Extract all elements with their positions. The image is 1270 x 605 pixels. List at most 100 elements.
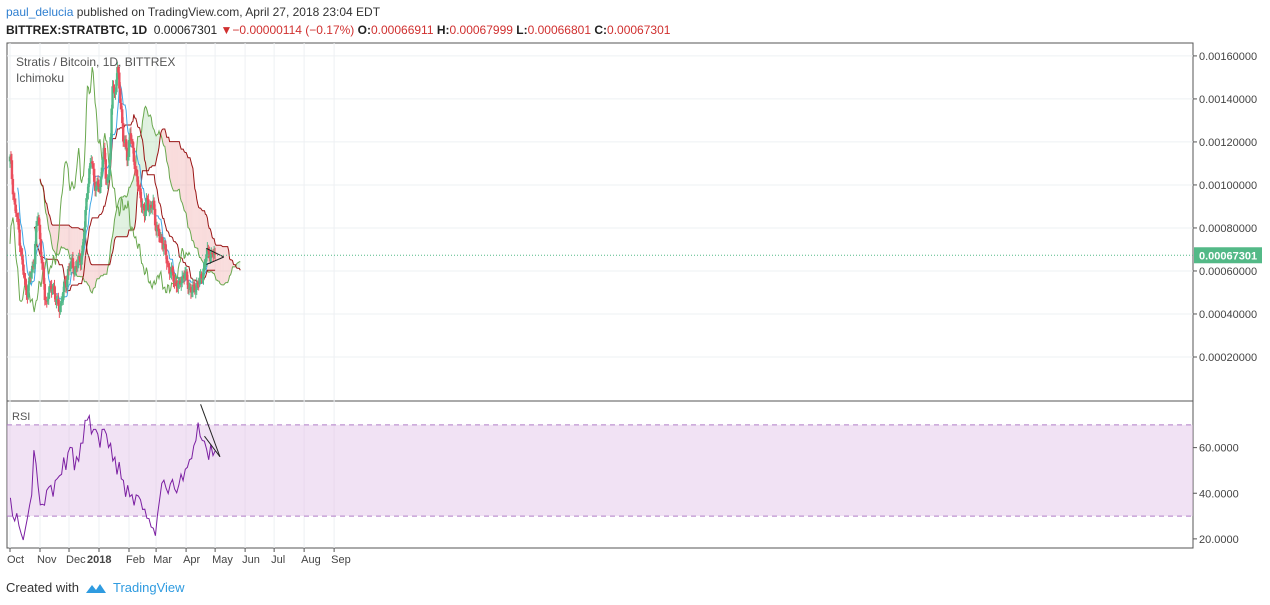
candle-up bbox=[48, 285, 51, 293]
candle-down bbox=[103, 147, 107, 160]
cloud-segment-bear bbox=[184, 151, 186, 212]
candle-down bbox=[54, 293, 57, 302]
candle-up bbox=[148, 209, 151, 211]
candle-up bbox=[144, 211, 147, 217]
candle-down bbox=[45, 301, 48, 303]
candle-up bbox=[69, 261, 73, 269]
cloud-segment-bear bbox=[186, 152, 188, 221]
candle-down bbox=[193, 285, 196, 293]
candle-down bbox=[104, 159, 107, 179]
price-chart[interactable]: 0.00160000 0.00140000 0.00120000 0.00100000… bbox=[0, 0, 1270, 575]
x-tick-label: 2018 bbox=[87, 554, 111, 566]
candle-down bbox=[121, 109, 124, 124]
candle-down bbox=[16, 216, 19, 219]
publish-line: paul_delucia published on TradingView.co… bbox=[6, 4, 1270, 20]
cloud-segment-bull bbox=[133, 172, 135, 230]
cloud-segment-bear bbox=[65, 225, 67, 250]
cloud-segment-bear bbox=[185, 152, 187, 214]
candle-up bbox=[194, 289, 197, 293]
cloud-segment-bear bbox=[172, 141, 174, 191]
candle-down bbox=[142, 206, 145, 208]
candle-down bbox=[119, 88, 122, 104]
cloud-segment-bear bbox=[221, 245, 223, 285]
cloud-segment-bear bbox=[169, 141, 171, 182]
trendline-lower bbox=[206, 256, 225, 265]
cloud-segment-bear bbox=[201, 209, 203, 262]
cloud-segment-bear bbox=[189, 157, 191, 235]
symbol-label: BITTREX:STRATBTC, 1D bbox=[6, 23, 148, 37]
cloud-segment-bear bbox=[167, 137, 169, 169]
candle-down bbox=[135, 169, 138, 177]
candle-down bbox=[121, 123, 125, 142]
candle-down bbox=[189, 287, 193, 293]
cloud-segment-bear bbox=[62, 225, 64, 249]
candle-down bbox=[172, 272, 175, 282]
candle-up bbox=[201, 278, 204, 280]
cloud-segment-bull bbox=[126, 196, 128, 237]
chart-header: paul_delucia published on TradingView.co… bbox=[6, 4, 1270, 40]
candle-up bbox=[126, 156, 130, 161]
x-tick-label: Apr bbox=[183, 554, 200, 566]
cloud-segment-bear bbox=[170, 141, 172, 186]
cloud-segment-bull bbox=[144, 106, 146, 171]
candle-up bbox=[98, 187, 102, 189]
candle-up bbox=[206, 248, 209, 255]
cloud-segment-bear bbox=[88, 255, 90, 287]
cloud-segment-bear bbox=[198, 207, 200, 258]
cloud-segment-bull bbox=[125, 195, 127, 237]
candle-down bbox=[29, 277, 32, 279]
high-value: 0.00067999 bbox=[449, 23, 513, 37]
candle-down bbox=[125, 147, 129, 161]
open-label: O: bbox=[357, 23, 371, 37]
candle-down bbox=[185, 271, 189, 281]
candle-up bbox=[151, 207, 154, 209]
cloud-segment-bear bbox=[226, 246, 228, 283]
x-tick-label: May bbox=[212, 554, 233, 566]
cloud-segment-bull bbox=[128, 187, 130, 235]
candle-down bbox=[136, 176, 139, 187]
candle-down bbox=[18, 229, 21, 246]
candle-up bbox=[81, 245, 84, 256]
chart-title: Stratis / Bitcoin, 1D, BITTREX bbox=[16, 55, 176, 69]
candle-down bbox=[129, 133, 133, 141]
author-link[interactable]: paul_delucia bbox=[6, 5, 74, 19]
candle-down bbox=[14, 204, 18, 214]
cloud-segment-bull bbox=[118, 198, 120, 237]
candle-down bbox=[50, 286, 53, 292]
cloud-segment-bear bbox=[193, 177, 195, 248]
cloud-segment-bear bbox=[61, 225, 63, 249]
candle-down bbox=[53, 285, 56, 294]
candle-up bbox=[183, 273, 187, 279]
cloud-segment-bear bbox=[219, 245, 221, 285]
candle-down bbox=[112, 86, 115, 88]
cloud-segment-bull bbox=[153, 128, 155, 166]
cloud-segment-bear bbox=[181, 149, 183, 203]
cloud-segment-bear bbox=[173, 141, 175, 191]
candle-down bbox=[186, 280, 190, 289]
cloud-segment-bear bbox=[105, 264, 107, 275]
candle-up bbox=[177, 283, 180, 289]
candle-up bbox=[62, 281, 66, 293]
cloud-segment-bear bbox=[194, 188, 196, 248]
y-tick-label: 0.00080000 bbox=[1199, 223, 1257, 235]
cloud-segment-bear bbox=[188, 157, 190, 231]
candle-down bbox=[10, 160, 14, 179]
candle-down bbox=[192, 284, 196, 286]
candle-up bbox=[84, 209, 87, 228]
cloud-segment-bear bbox=[166, 137, 168, 165]
candle-up bbox=[55, 300, 58, 302]
candle-up bbox=[33, 243, 37, 265]
candle-down bbox=[113, 87, 116, 94]
cloud-segment-bull bbox=[115, 210, 117, 238]
tradingview-brand[interactable]: TradingView bbox=[85, 578, 185, 598]
cloud-segment-bull bbox=[130, 182, 132, 230]
candle-down bbox=[17, 218, 20, 230]
cloud-segment-bear bbox=[64, 225, 66, 249]
candle-up bbox=[101, 157, 105, 168]
candle-down bbox=[15, 213, 18, 217]
main-legend: Stratis / Bitcoin, 1D, BITTREX Ichimoku bbox=[16, 54, 175, 86]
cloud-segment-bear bbox=[180, 146, 182, 202]
candle-down bbox=[208, 251, 211, 259]
cloud-segment-bear bbox=[59, 225, 61, 254]
candle-up bbox=[31, 265, 34, 273]
